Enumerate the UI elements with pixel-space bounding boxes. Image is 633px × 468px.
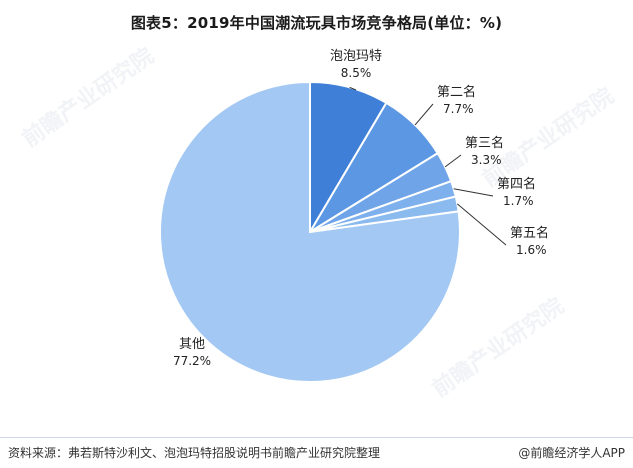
slice-value-label: 3.3% — [471, 153, 502, 167]
slice-label: 第三名 — [465, 135, 504, 151]
slice-label: 泡泡玛特 — [330, 49, 382, 64]
slice-value-label: 1.6% — [516, 243, 547, 257]
slice-label: 其他 — [179, 337, 205, 352]
leader-line — [444, 154, 462, 168]
slice-value-label: 77.2% — [173, 354, 211, 368]
leader-line — [349, 86, 357, 91]
slice-label: 第五名 — [510, 225, 549, 241]
leader-line — [453, 188, 494, 197]
slice-value-label: 7.7% — [443, 102, 474, 116]
leader-line — [414, 103, 434, 126]
footer-divider — [0, 437, 633, 438]
slice-label: 第二名 — [437, 84, 476, 100]
brand-credit: @前瞻经济学人APP — [518, 446, 625, 460]
slice-value-label: 8.5% — [341, 66, 372, 80]
source-note: 资料来源：弗若斯特沙利文、泡泡玛特招股说明书前瞻产业研究院整理 — [8, 446, 381, 460]
slice-value-label: 1.7% — [503, 194, 534, 208]
chart-title: 图表5：2019年中国潮流玩具市场竞争格局(单位：%) — [130, 14, 503, 32]
leader-line — [457, 203, 507, 246]
slice-label: 第四名 — [497, 176, 536, 192]
pie-slice — [159, 80, 461, 383]
